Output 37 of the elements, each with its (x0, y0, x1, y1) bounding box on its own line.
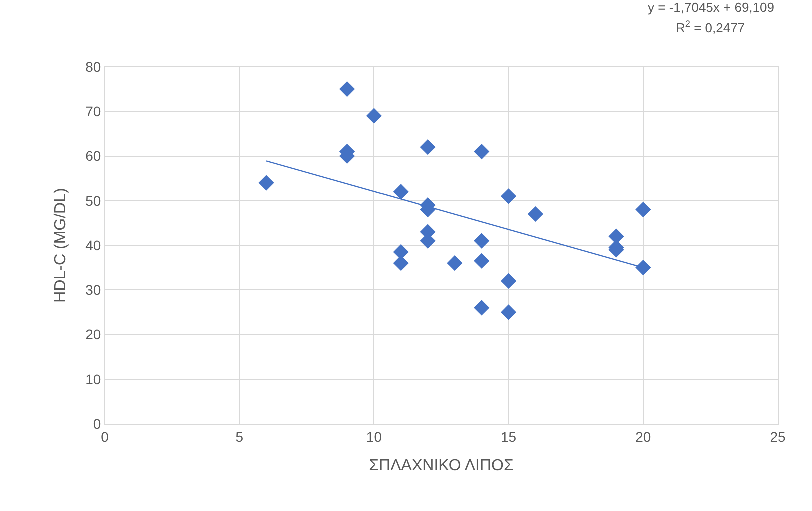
y-tick-label: 30 (86, 282, 102, 298)
point (474, 233, 490, 249)
x-tick-label: 15 (501, 428, 517, 445)
x-axis-title: ΣΠΛΑΧΝΙΚΟ ΛΙΠΟΣ (369, 458, 514, 474)
y-tick-label: 40 (86, 237, 102, 254)
text: y = -1,7045x + 69,109 (648, 0, 774, 15)
point (474, 144, 490, 160)
point (339, 82, 356, 98)
point (258, 175, 274, 191)
x-tick-label: 10 (366, 428, 382, 445)
y-tick-label: 10 (86, 371, 102, 388)
point (474, 253, 490, 269)
y-tick-label: 20 (86, 326, 102, 343)
x-tick-label: 5 (236, 428, 244, 445)
y-tick-label: 70 (86, 104, 102, 120)
point (393, 256, 409, 272)
point (474, 300, 490, 316)
y-tick-label: 0 (93, 416, 102, 432)
point (636, 202, 652, 218)
y-tick-label: 80 (86, 58, 102, 75)
point (501, 304, 517, 320)
x-tick-label: 25 (770, 428, 786, 445)
point (447, 256, 463, 272)
y-axis-title: HDL-C (MG/DL) (52, 188, 70, 303)
point (393, 184, 409, 200)
y-tick-label: 60 (86, 148, 102, 164)
y-tick-label: 50 (86, 192, 102, 209)
point (528, 206, 544, 222)
text: R$^{2}$ = 0,2477 (676, 19, 746, 36)
x-tick-label: 20 (636, 428, 652, 445)
point (393, 244, 409, 260)
point (608, 228, 624, 244)
point (366, 108, 382, 124)
point (636, 260, 652, 276)
point (501, 188, 517, 204)
point (420, 140, 436, 156)
point (501, 273, 517, 289)
